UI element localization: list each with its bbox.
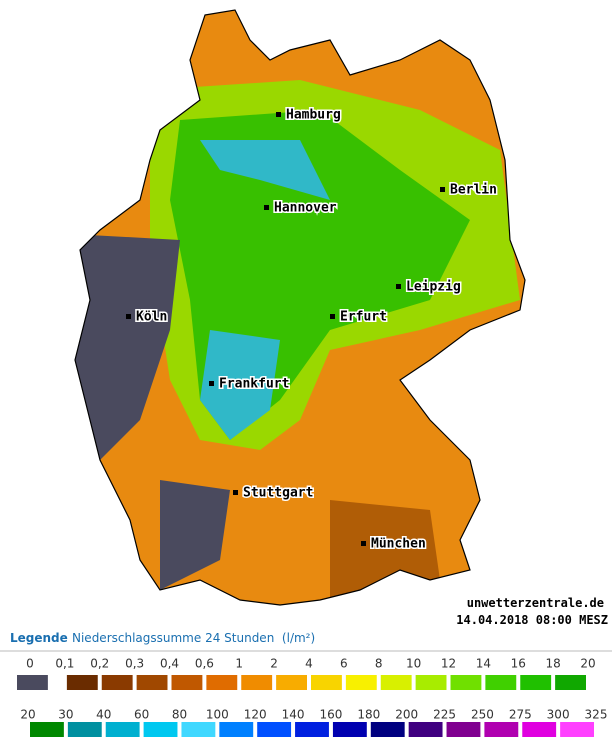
- legend-swatch: [241, 675, 273, 690]
- legend-swatch: [219, 722, 254, 737]
- legend-swatch: [67, 722, 102, 737]
- city-label: Hannover: [274, 201, 337, 216]
- legend-subtitle: Niederschlagssumme 24 Stunden (l/m²): [72, 631, 315, 645]
- city-label: Hamburg: [286, 108, 341, 123]
- city-label: Frankfurt: [219, 377, 289, 392]
- city-marker: [396, 284, 401, 289]
- legend-swatch: [17, 675, 48, 690]
- legend-swatch: [257, 722, 292, 737]
- city-label: Leipzig: [406, 280, 461, 295]
- legend-swatch: [101, 675, 133, 690]
- legend-swatch: [450, 675, 482, 690]
- legend-swatch: [380, 675, 412, 690]
- legend-swatch: [30, 722, 64, 737]
- legend-label: 140: [282, 708, 305, 722]
- legend-label: 10: [406, 657, 421, 671]
- legend-label: 1: [235, 657, 243, 671]
- city-label: München: [371, 537, 426, 552]
- legend-swatch: [555, 675, 586, 690]
- city-label: Erfurt: [340, 310, 387, 325]
- city-marker: [209, 381, 214, 386]
- legend-swatch: [408, 722, 443, 737]
- legend-label: 275: [509, 708, 532, 722]
- legend-swatch: [345, 675, 377, 690]
- legend-label: 180: [357, 708, 380, 722]
- city-marker: [361, 541, 366, 546]
- legend-label: 0,6: [195, 657, 214, 671]
- legend-label: 120: [244, 708, 267, 722]
- legend-swatch: [415, 675, 447, 690]
- legend-swatch: [485, 675, 517, 690]
- city-marker: [264, 205, 269, 210]
- legend-label: 40: [96, 708, 111, 722]
- legend-title: Legende: [10, 631, 68, 645]
- legend-swatch: [332, 722, 367, 737]
- legend-label: 225: [433, 708, 456, 722]
- city-marker: [330, 314, 335, 319]
- legend-label: 325: [585, 708, 608, 722]
- legend-swatch: [370, 722, 405, 737]
- legend-swatch: [143, 722, 178, 737]
- legend-label: 4: [305, 657, 313, 671]
- legend-swatch: [560, 722, 594, 737]
- legend-label: 2: [270, 657, 278, 671]
- legend-label: 0,2: [90, 657, 109, 671]
- city-label: Köln: [136, 310, 167, 325]
- city-label: Berlin: [450, 183, 497, 198]
- legend-swatch: [171, 675, 203, 690]
- legend-swatch: [276, 675, 307, 690]
- border: [74, 9, 526, 606]
- credit: unwetterzentrale.de: [467, 596, 604, 610]
- legend-label: 12: [441, 657, 456, 671]
- timestamp: 14.04.2018 08:00 MESZ: [456, 613, 608, 627]
- city-label: Stuttgart: [243, 486, 313, 501]
- legend-swatch: [295, 722, 329, 737]
- city-marker: [233, 490, 238, 495]
- legend-label: 200: [395, 708, 418, 722]
- legend-label: 100: [206, 708, 229, 722]
- legend-label: 60: [134, 708, 149, 722]
- legend-swatch: [105, 722, 140, 737]
- legend-label: 20: [20, 708, 35, 722]
- legend-label: 6: [340, 657, 348, 671]
- legend-swatch: [66, 675, 98, 690]
- legend-label: 30: [58, 708, 73, 722]
- legend-label: 14: [476, 657, 491, 671]
- legend-label: 0: [26, 657, 34, 671]
- legend-label: 8: [375, 657, 383, 671]
- precipitation-map: [75, 10, 525, 605]
- legend-swatch: [446, 722, 481, 737]
- legend-label: 20: [580, 657, 595, 671]
- cities: Hamburg Berlin Hannover Leipzig Köln Erf…: [126, 106, 498, 553]
- legend-label: 250: [471, 708, 494, 722]
- legend-label: 0,1: [55, 657, 74, 671]
- legend-label: 80: [172, 708, 187, 722]
- city-marker: [276, 112, 281, 117]
- legend-label: 0,3: [125, 657, 144, 671]
- legend-label: 18: [545, 657, 560, 671]
- legend-swatch: [520, 675, 552, 690]
- legend-swatch: [484, 722, 519, 737]
- legend-swatch: [136, 675, 168, 690]
- legend-swatch: [206, 675, 238, 690]
- legend-label: 160: [319, 708, 342, 722]
- legend-label: 0,4: [160, 657, 179, 671]
- legend-label: 16: [511, 657, 526, 671]
- legend-label: 300: [547, 708, 570, 722]
- legend-swatch: [181, 722, 216, 737]
- city-marker: [126, 314, 131, 319]
- city-marker: [440, 187, 445, 192]
- legend-swatch: [522, 722, 557, 737]
- legend-swatch: [311, 675, 342, 690]
